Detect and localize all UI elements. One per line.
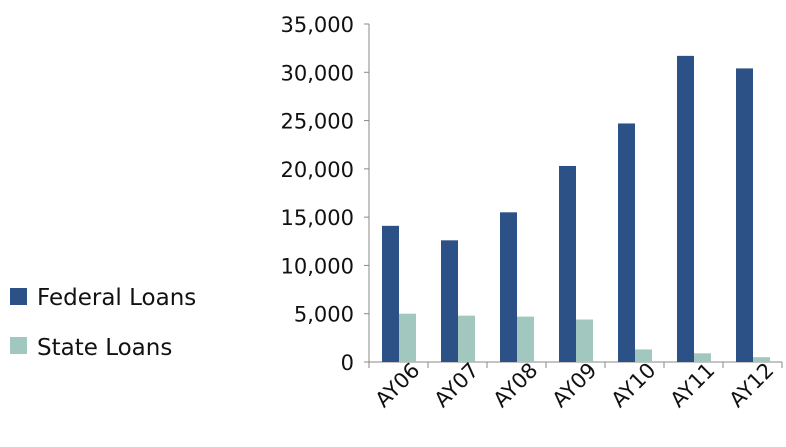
y-tick-label: 5,000 [294,303,354,327]
bar-federal-loans [736,68,753,363]
bar-federal-loans [382,225,399,362]
y-tick-label: 25,000 [281,110,354,134]
bar-state-loans [399,313,416,362]
y-tick-label: 10,000 [281,254,354,278]
x-tick-label: AY12 [725,358,779,412]
plot-area: 0 5,000 10,000 15,000 20,000 25,000 30,000 35,0… [281,13,783,412]
bar-state-loans [753,357,770,362]
x-tick-label: AY11 [666,358,720,412]
x-tick-label: AY09 [548,358,602,412]
bar-federal-loans [618,123,635,363]
legend-swatch-state-loans [10,337,27,354]
bar-federal-loans [559,165,576,362]
y-tick-label: 30,000 [281,61,354,85]
legend-label-state-loans: State Loans [37,335,172,361]
y-tick-label: 35,000 [281,13,354,37]
x-tick-label: AY10 [607,358,661,412]
x-tick-label: AY08 [489,358,543,412]
bar-federal-loans [500,212,517,362]
bar-federal-loans [677,55,694,363]
y-tick-label: 15,000 [281,206,354,230]
x-tick-label: AY06 [371,358,425,412]
x-tick-label: AY07 [430,358,484,412]
bar-state-loans [576,319,593,362]
bar-state-loans [458,315,475,362]
bar-federal-loans [441,240,458,362]
legend: Federal Loans State Loans [10,285,196,361]
legend-swatch-federal-loans [10,288,27,305]
bar-state-loans [635,349,652,362]
bar-state-loans [517,316,534,362]
y-tick-label: 20,000 [281,158,354,182]
legend-label-federal-loans: Federal Loans [37,285,196,311]
y-tick-label: 0 [341,351,354,375]
bar-state-loans [694,353,711,362]
